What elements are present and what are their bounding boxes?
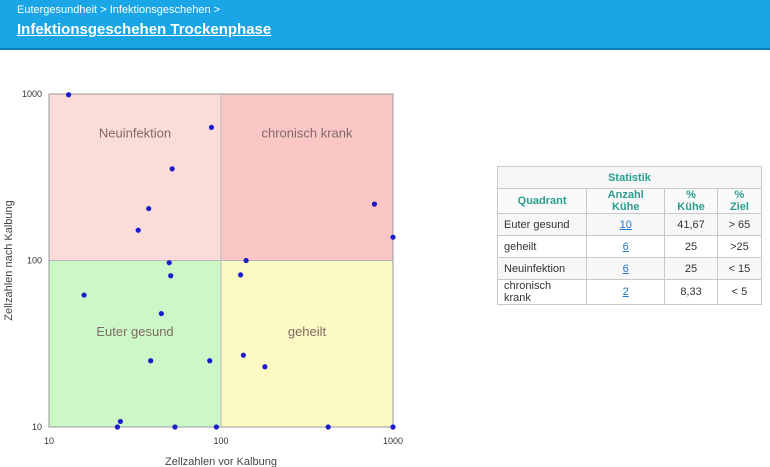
quadrant-geheilt [221, 260, 393, 427]
pct-cell: 8,33 [664, 279, 718, 305]
y-tick-label: 100 [27, 256, 42, 266]
pct-cell: 25 [664, 257, 718, 280]
target-cell: >25 [716, 235, 763, 258]
page-header: Eutergesundheit > Infektionsgeschehen > … [0, 0, 770, 50]
breadcrumb: Eutergesundheit > Infektionsgeschehen > [17, 4, 220, 16]
data-point [207, 358, 213, 364]
y-axis-label: Zellzahlen nach Kalbung [3, 200, 15, 320]
data-point [390, 424, 396, 430]
breadcrumb-eutergesundheit[interactable]: Eutergesundheit [17, 4, 98, 16]
count-link[interactable]: 2 [622, 286, 629, 298]
table-row: Neuinfektion 6 25 < 15 [496, 257, 763, 280]
data-point [168, 273, 174, 279]
column-header-count: Anzahl Kühe [586, 188, 666, 214]
data-point [243, 257, 249, 264]
data-point [172, 424, 178, 430]
table-row: geheilt 6 25 >25 [496, 235, 763, 258]
data-point [325, 424, 331, 430]
data-point [146, 205, 152, 212]
quadrant-neuinfektion [49, 94, 221, 261]
scatter-chart: Neuinfektion chronisch krank Euter gesund g… [3, 89, 403, 467]
statistics-table: Statistik Quadrant Anzahl Kühe % Kühe % … [496, 166, 763, 305]
column-header-quadrant: Quadrant [496, 188, 588, 214]
quadrant-euter-gesund [49, 260, 221, 427]
pct-cell: 25 [664, 235, 718, 258]
data-point [169, 166, 175, 172]
plot-frame [48, 93, 394, 428]
quadrant-neuinfektion-label: Neuinfektion [99, 125, 171, 140]
column-header-pct: % Kühe [664, 188, 718, 214]
table-row: chronisch krank 2 8,33 < 5 [496, 279, 763, 305]
data-point [148, 358, 154, 364]
y-tick-label: 10 [32, 422, 42, 432]
column-header-target: % Ziel [716, 188, 763, 214]
target-cell: < 5 [716, 279, 763, 305]
data-point [81, 292, 87, 298]
quadrant-chronisch-krank [221, 94, 393, 261]
data-point [371, 201, 378, 207]
data-point [158, 310, 164, 317]
data-point [114, 424, 121, 430]
data-point [390, 234, 396, 240]
data-point [240, 352, 247, 358]
table-row: Euter gesund 10 41,67 > 65 [496, 213, 763, 236]
statistics-caption: Statistik [497, 166, 762, 189]
y-tick-label: 1000 [22, 89, 42, 99]
quadrant-geheilt-label: geheilt [288, 324, 327, 339]
x-tick-label: 1000 [383, 436, 403, 446]
breadcrumb-separator: > [213, 4, 221, 16]
count-link[interactable]: 6 [622, 262, 629, 275]
quadrant-euter-gesund-label: Euter gesund [96, 324, 173, 339]
data-point [65, 92, 72, 98]
data-point [213, 424, 219, 430]
count-link[interactable]: 6 [622, 240, 629, 253]
quadrant-cell: Neuinfektion [496, 257, 588, 280]
breadcrumb-separator: > [100, 4, 107, 16]
quadrant-cell: geheilt [496, 235, 588, 258]
quadrant-cell: chronisch krank [496, 279, 588, 305]
data-point [166, 260, 172, 266]
page-title: Infektionsgeschehen Trockenphase [17, 21, 272, 38]
quadrant-cell: Euter gesund [496, 213, 588, 236]
data-point [117, 418, 123, 425]
data-point [262, 364, 268, 370]
x-tick-label: 10 [44, 436, 54, 446]
count-link[interactable]: 10 [619, 218, 632, 231]
breadcrumb-infektionsgeschehen[interactable]: Infektionsgeschehen [109, 4, 211, 16]
pct-cell: 41,67 [664, 213, 718, 236]
x-axis-label: Zellzahlen vor Kalbung [165, 456, 277, 467]
target-cell: > 65 [716, 213, 763, 236]
x-tick-label: 100 [213, 436, 228, 446]
data-point [208, 124, 215, 131]
quadrant-chronisch-krank-label: chronisch krank [261, 125, 353, 140]
data-point [135, 227, 141, 233]
data-point [237, 272, 244, 278]
target-cell: < 15 [716, 257, 763, 280]
